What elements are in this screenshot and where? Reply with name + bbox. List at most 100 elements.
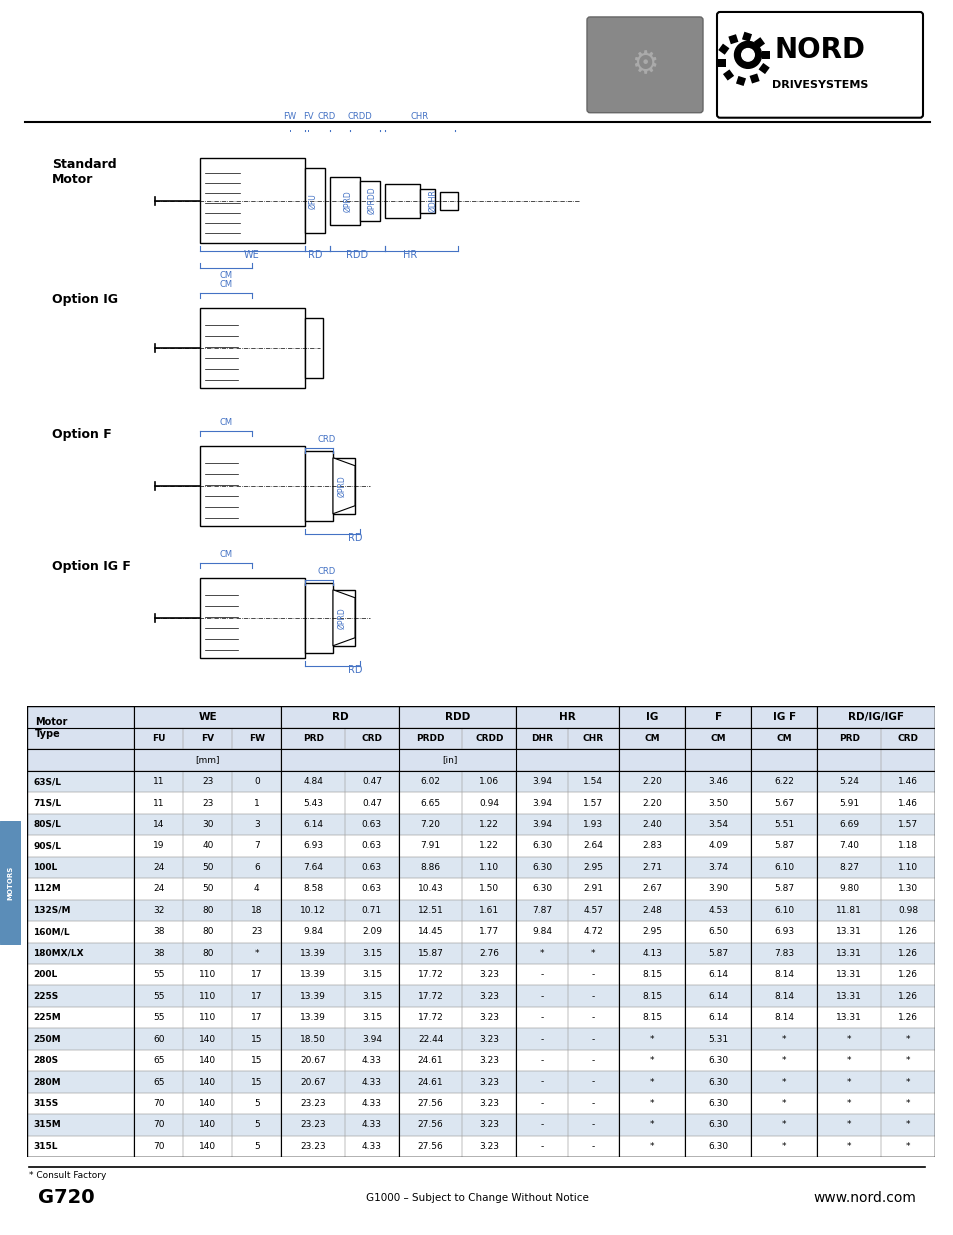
Text: *: * xyxy=(846,1056,851,1065)
Bar xyxy=(751,942,817,965)
Bar xyxy=(516,857,567,878)
Bar xyxy=(567,1071,618,1093)
Bar xyxy=(281,750,618,771)
Bar xyxy=(281,1050,345,1071)
Bar xyxy=(567,727,618,750)
Bar xyxy=(27,1093,134,1114)
Text: 15: 15 xyxy=(251,1035,262,1044)
Text: 7: 7 xyxy=(253,841,259,851)
Bar xyxy=(817,965,881,986)
Bar xyxy=(27,942,134,965)
Bar xyxy=(134,965,183,986)
Bar xyxy=(817,965,881,986)
Text: ⚙: ⚙ xyxy=(631,51,658,79)
Text: DHR: DHR xyxy=(531,734,553,743)
Text: *: * xyxy=(781,1120,786,1130)
Bar xyxy=(345,1114,398,1136)
Text: 5.87: 5.87 xyxy=(774,841,794,851)
Text: 3.23: 3.23 xyxy=(478,992,498,1000)
Text: 65: 65 xyxy=(153,1056,165,1065)
Bar xyxy=(817,1050,881,1071)
Bar xyxy=(27,1050,134,1071)
Text: -: - xyxy=(591,1099,595,1108)
Bar xyxy=(881,793,934,814)
Text: 10.12: 10.12 xyxy=(300,905,326,915)
Text: -: - xyxy=(591,1078,595,1087)
Text: *: * xyxy=(649,1056,654,1065)
Bar xyxy=(27,921,134,942)
Bar xyxy=(200,308,305,388)
Bar xyxy=(618,1050,684,1071)
Text: CRDD: CRDD xyxy=(347,112,372,121)
Text: 3.23: 3.23 xyxy=(478,1099,498,1108)
Bar xyxy=(183,878,233,899)
Bar xyxy=(761,51,769,59)
Text: 11: 11 xyxy=(153,799,165,808)
Text: 8.15: 8.15 xyxy=(641,1013,661,1023)
Bar xyxy=(183,1007,233,1029)
Bar xyxy=(881,727,934,750)
Text: 9.84: 9.84 xyxy=(532,927,552,936)
Bar xyxy=(751,878,817,899)
Text: 55: 55 xyxy=(153,971,165,979)
Bar xyxy=(618,1007,684,1029)
Bar xyxy=(567,899,618,921)
Bar xyxy=(567,1136,618,1157)
Bar xyxy=(516,1007,567,1029)
Text: 315L: 315L xyxy=(33,1142,57,1151)
Bar xyxy=(516,899,567,921)
Text: -: - xyxy=(539,1120,543,1130)
Bar xyxy=(134,1071,183,1093)
Text: Standard: Standard xyxy=(52,158,116,170)
Bar xyxy=(618,921,684,942)
Text: 80: 80 xyxy=(202,927,213,936)
Bar xyxy=(183,899,233,921)
Text: 5: 5 xyxy=(253,1120,259,1130)
Bar xyxy=(567,965,618,986)
Bar xyxy=(516,942,567,965)
Text: CRD: CRD xyxy=(317,435,335,445)
Bar xyxy=(305,168,325,232)
Text: *: * xyxy=(781,1078,786,1087)
Bar xyxy=(27,835,134,857)
Bar xyxy=(385,184,419,217)
Bar xyxy=(684,1050,751,1071)
Text: 1.77: 1.77 xyxy=(478,927,499,936)
Text: 15: 15 xyxy=(251,1056,262,1065)
Text: 250M: 250M xyxy=(33,1035,61,1044)
Bar xyxy=(567,878,618,899)
Text: FW: FW xyxy=(249,734,265,743)
Text: 5: 5 xyxy=(253,1099,259,1108)
Bar xyxy=(751,921,817,942)
Bar xyxy=(462,965,516,986)
Text: 7.64: 7.64 xyxy=(303,863,323,872)
Bar xyxy=(233,1114,281,1136)
Text: 6.14: 6.14 xyxy=(707,971,727,979)
Text: 110: 110 xyxy=(199,1013,216,1023)
Text: ØDHR: ØDHR xyxy=(428,189,437,212)
Bar xyxy=(751,1136,817,1157)
Text: IG F: IG F xyxy=(772,713,795,722)
Bar xyxy=(618,857,684,878)
Text: *: * xyxy=(904,1120,909,1130)
Bar xyxy=(751,1029,817,1050)
Bar xyxy=(462,793,516,814)
Bar xyxy=(200,578,305,658)
Bar xyxy=(516,942,567,965)
Bar xyxy=(462,986,516,1007)
Text: 1.10: 1.10 xyxy=(897,863,917,872)
Text: Motor: Motor xyxy=(52,173,93,185)
Bar xyxy=(618,1071,684,1093)
Bar xyxy=(183,727,233,750)
Bar xyxy=(516,706,618,727)
Text: 200L: 200L xyxy=(33,971,57,979)
Bar xyxy=(134,899,183,921)
Bar xyxy=(684,814,751,835)
Bar xyxy=(751,835,817,857)
Text: 140: 140 xyxy=(199,1078,216,1087)
Bar xyxy=(567,793,618,814)
Bar xyxy=(134,727,183,750)
Bar xyxy=(516,1007,567,1029)
Text: 23.23: 23.23 xyxy=(300,1099,326,1108)
Text: 50: 50 xyxy=(202,884,213,893)
